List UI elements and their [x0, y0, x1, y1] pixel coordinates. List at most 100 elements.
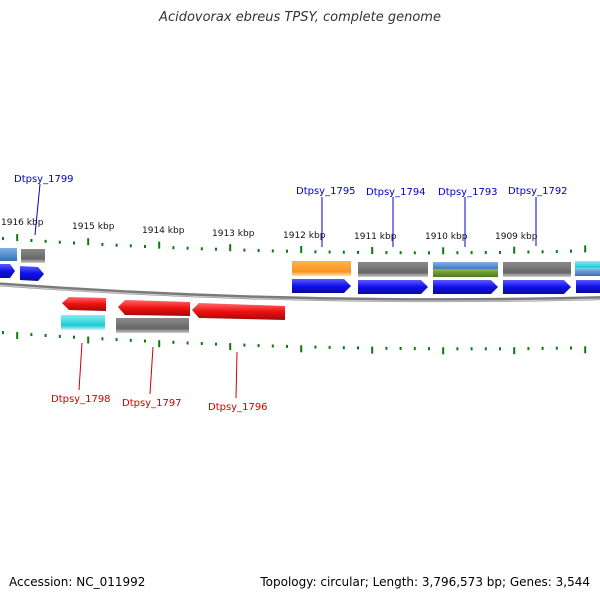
scale-tick-top-minor: [215, 247, 217, 251]
scale-tick-bottom-minor: [527, 347, 530, 351]
scale-tick-top-major: [300, 246, 303, 253]
scale-tick-bottom-minor: [44, 334, 47, 337]
forward-gene-arrow-1794[interactable]: [358, 280, 428, 294]
gene-label-dtpsy-1798[interactable]: Dtpsy_1798: [51, 394, 111, 405]
gene-label-dtpsy-1793[interactable]: Dtpsy_1793: [438, 187, 498, 198]
feature-steel-1793[interactable]: [433, 262, 498, 270]
scale-tick-top-minor: [186, 246, 189, 250]
scale-tick-top-major: [371, 247, 374, 254]
scale-tick-bottom-minor: [413, 347, 416, 351]
scale-tick-top-major: [229, 244, 232, 252]
genome-backbone-highlight: [0, 284, 600, 302]
scale-tick-top-minor: [328, 250, 331, 254]
scale-tick-top-major: [16, 234, 19, 242]
feature-cyan-1798[interactable]: [61, 315, 105, 330]
gene-label-dtpsy-1797[interactable]: Dtpsy_1797: [122, 398, 182, 409]
reverse-gene-labels: Dtpsy_1798 Dtpsy_1797 Dtpsy_1796: [51, 394, 268, 413]
callout-line-1799: [34, 183, 41, 236]
scale-tick-top-minor: [385, 251, 388, 255]
feature-gray-1792[interactable]: [503, 262, 571, 277]
scale-tick-top-minor: [527, 250, 530, 254]
feature-steel-right[interactable]: [575, 269, 600, 276]
scale-tick-top-minor: [413, 251, 416, 255]
scale-tick-top-minor: [399, 251, 402, 255]
scale-tick-bottom-major: [513, 347, 516, 355]
scale-tick-top-minor: [243, 248, 246, 252]
scale-tick-top-minor: [470, 251, 473, 255]
forward-gene-arrow-1799[interactable]: [20, 266, 44, 281]
scale-tick-top-minor: [342, 250, 345, 254]
scale-tick-bottom-minor: [342, 346, 345, 350]
callout-lines: [34, 183, 537, 399]
scale-tick-bottom-minor: [555, 346, 558, 350]
feature-track-upper: [0, 248, 600, 277]
scale-tick-bottom-minor: [30, 333, 33, 337]
feature-green-1793[interactable]: [433, 269, 498, 277]
scale-tick-bottom-minor: [129, 338, 132, 342]
scale-tick-bottom-minor: [328, 345, 331, 349]
scale-tick-top-minor: [555, 250, 558, 253]
scale-tick-bottom-minor: [115, 338, 118, 342]
scale-tick-top-minor: [144, 245, 146, 248]
forward-gene-arrow-1795[interactable]: [292, 279, 351, 293]
scale-label-1915: 1915 kbp: [72, 222, 115, 232]
scale-tick-bottom-major: [300, 345, 303, 353]
scale-tick-top-minor: [541, 250, 544, 254]
scale-tick-bottom-minor: [215, 342, 217, 346]
scale-tick-top-minor: [314, 250, 317, 254]
scale-tick-bottom-minor: [172, 340, 175, 344]
reverse-gene-arrow-1798[interactable]: [62, 297, 106, 311]
feature-cyan-right[interactable]: [575, 261, 600, 270]
scale-ticks-bottom: [2, 331, 587, 355]
scale-tick-bottom-major: [158, 340, 161, 348]
feature-gray-1797[interactable]: [116, 318, 189, 333]
scale-label-1909: 1909 kbp: [495, 232, 538, 242]
scale-tick-bottom-minor: [2, 331, 4, 335]
scale-tick-bottom-minor: [428, 347, 430, 351]
feature-steel-left[interactable]: [0, 248, 17, 261]
callout-line-1797: [149, 346, 154, 395]
scale-tick-top-minor: [200, 247, 203, 251]
forward-gene-arrow-left-1[interactable]: [0, 264, 15, 278]
scale-tick-bottom-minor: [243, 343, 246, 347]
accession-label: Accession: NC_011992: [9, 575, 146, 589]
forward-gene-labels: Dtpsy_1799 Dtpsy_1795 Dtpsy_1794 Dtpsy_1…: [14, 174, 568, 198]
scale-tick-top-major: [158, 241, 161, 249]
scale-tick-top-minor: [499, 250, 501, 254]
scale-tick-top-minor: [484, 251, 487, 254]
forward-gene-arrow-1792[interactable]: [503, 280, 571, 294]
forward-gene-arrow-1793[interactable]: [433, 280, 498, 294]
scale-tick-bottom-minor: [385, 346, 388, 350]
feature-gray-1794[interactable]: [358, 262, 428, 277]
feature-gray-left[interactable]: [21, 249, 45, 263]
scale-tick-bottom-major: [16, 332, 19, 340]
scale-tick-top-major: [442, 247, 445, 255]
reverse-gene-arrow-1797[interactable]: [118, 300, 190, 316]
feature-track-lower: [61, 315, 189, 333]
gene-label-dtpsy-1799[interactable]: Dtpsy_1799: [14, 174, 74, 185]
feature-orange[interactable]: [292, 261, 351, 276]
topology-label: Topology: circular; Length: 3,796,573 bp…: [260, 575, 590, 589]
reverse-gene-arrow-1796[interactable]: [192, 303, 285, 320]
gene-label-dtpsy-1792[interactable]: Dtpsy_1792: [508, 186, 568, 197]
forward-gene-arrow-right[interactable]: [576, 280, 600, 293]
gene-label-dtpsy-1796[interactable]: Dtpsy_1796: [208, 402, 268, 413]
scale-tick-bottom-minor: [470, 347, 473, 351]
scale-tick-bottom-major: [87, 336, 90, 344]
scale-tick-top-minor: [456, 251, 459, 255]
scale-tick-bottom-minor: [186, 341, 189, 345]
scale-label-1914: 1914 kbp: [142, 226, 185, 236]
scale-tick-bottom-minor: [144, 339, 146, 343]
scale-tick-bottom-minor: [271, 344, 274, 348]
map-title: Acidovorax ebreus TPSY, complete genome: [159, 10, 441, 25]
gene-label-dtpsy-1795[interactable]: Dtpsy_1795: [296, 186, 356, 197]
scale-ticks-top: [2, 234, 587, 255]
scale-tick-bottom-minor: [499, 347, 501, 351]
forward-genes: [0, 264, 600, 294]
gene-label-dtpsy-1794[interactable]: Dtpsy_1794: [366, 187, 426, 198]
reverse-genes: [62, 297, 285, 320]
scale-tick-bottom-major: [229, 343, 232, 351]
scale-tick-top-minor: [172, 246, 175, 250]
scale-tick-bottom-minor: [58, 334, 61, 338]
scale-label-1912: 1912 kbp: [283, 231, 326, 241]
